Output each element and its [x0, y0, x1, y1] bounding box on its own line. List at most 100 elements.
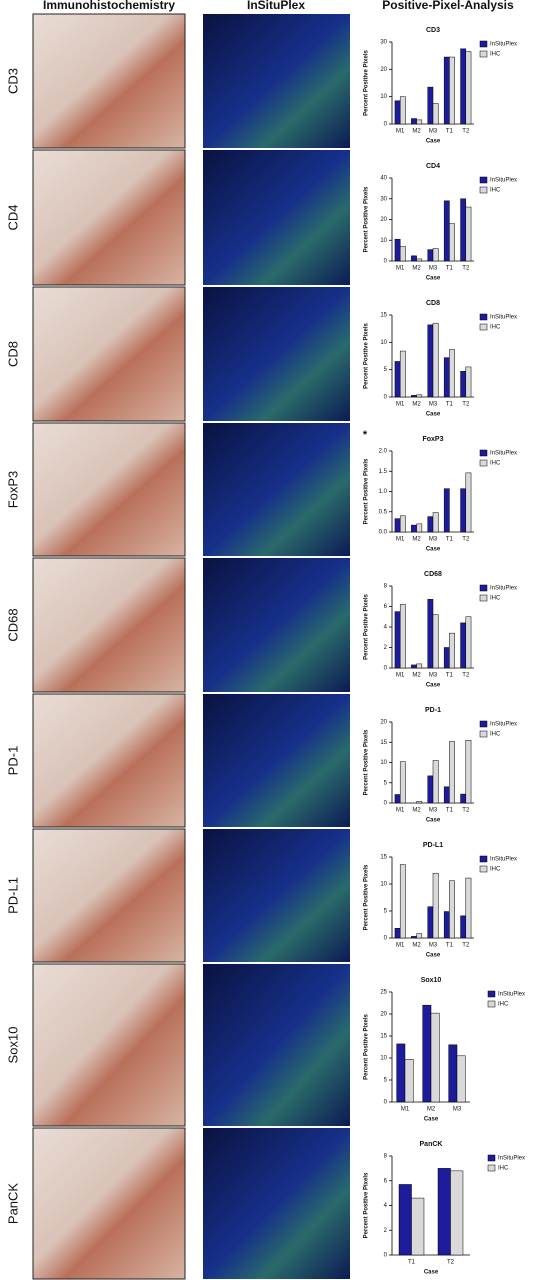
y-tick-label: 2.0	[379, 449, 388, 455]
x-tick-label: M1	[396, 129, 405, 135]
y-tick-label: 0	[384, 395, 388, 401]
y-tick-label: 20	[380, 67, 387, 73]
bar	[394, 928, 401, 939]
bar	[437, 1168, 451, 1256]
x-tick-label: M1	[396, 943, 405, 949]
y-axis-label: Percent Positive Pixels	[364, 864, 370, 930]
y-tick-label: 6	[384, 604, 388, 610]
legend-swatch	[487, 990, 496, 998]
y-axis-label: Percent Positive Pixels	[364, 322, 370, 388]
x-axis-label: Case	[426, 276, 441, 282]
x-tick-label: M3	[429, 943, 438, 949]
bar	[465, 472, 472, 533]
legend-label: InSituPlex	[490, 315, 517, 321]
bar	[399, 96, 406, 125]
x-tick-label: T2	[462, 129, 470, 135]
insituplex-image	[203, 1128, 350, 1279]
bar	[411, 118, 417, 125]
ihc-image	[32, 693, 186, 828]
x-tick-label: T2	[462, 402, 470, 408]
x-tick-label: T2	[462, 943, 470, 949]
legend-swatch	[487, 1164, 496, 1172]
chart-title: PanCK	[420, 1141, 443, 1148]
y-tick-label: 20	[380, 720, 387, 726]
y-tick-label: 15	[380, 855, 387, 861]
y-tick-label: 15	[380, 740, 387, 746]
x-tick-label: M2	[427, 1107, 436, 1113]
x-axis-label: Case	[424, 1270, 439, 1276]
legend-label: IHC	[490, 52, 501, 58]
bar	[449, 741, 455, 804]
ihc-image	[32, 557, 186, 693]
x-tick-label: M3	[453, 1107, 462, 1113]
legend-label: InSituPlex	[490, 451, 517, 457]
bar	[432, 614, 439, 669]
chart-title: CD4	[426, 163, 440, 170]
y-tick-label: 25	[380, 990, 387, 996]
bar	[450, 1170, 464, 1256]
x-tick-label: M2	[412, 402, 421, 408]
y-axis-label: Percent Positive Pixels	[364, 729, 370, 795]
x-axis-label: Case	[426, 818, 441, 824]
insituplex-image	[203, 694, 350, 827]
x-axis-label: Case	[426, 683, 441, 689]
bar	[432, 322, 439, 398]
bar	[427, 516, 434, 533]
y-tick-label: 8	[384, 1154, 388, 1160]
y-tick-label: 2	[384, 1228, 388, 1234]
bar	[449, 632, 455, 669]
legend-label: IHC	[490, 188, 501, 194]
bar	[427, 324, 434, 398]
bar	[427, 599, 434, 669]
bar	[443, 357, 450, 398]
bar	[411, 395, 417, 398]
y-axis-label: Percent Positive Pixels	[364, 186, 370, 252]
bar	[430, 1012, 440, 1103]
legend-swatch	[479, 594, 488, 602]
x-tick-label: T1	[446, 129, 454, 135]
y-tick-label: 4	[384, 625, 388, 631]
ihc-image	[32, 13, 186, 149]
x-tick-label: T1	[408, 1260, 416, 1266]
legend-label: InSituPlex	[490, 42, 517, 48]
x-tick-label: M1	[396, 537, 405, 543]
bar	[449, 880, 455, 939]
bar	[416, 933, 423, 939]
x-tick-label: M3	[429, 673, 438, 679]
bar	[465, 366, 472, 398]
legend-swatch	[479, 40, 488, 48]
x-tick-label: M3	[429, 402, 438, 408]
x-tick-label: M3	[429, 808, 438, 814]
x-tick-label: T1	[446, 673, 454, 679]
legend-swatch	[479, 50, 488, 58]
y-tick-label: 0	[384, 259, 388, 265]
row-label: CD68	[5, 608, 20, 641]
y-tick-label: 30	[380, 40, 387, 46]
legend-swatch	[479, 459, 488, 467]
bar	[399, 350, 406, 398]
bar	[416, 258, 423, 262]
bar	[443, 786, 450, 804]
legend-swatch	[487, 1154, 496, 1162]
legend-label: IHC	[490, 461, 501, 467]
row-label: PanCK	[5, 1183, 20, 1225]
bar	[449, 349, 455, 398]
bar	[411, 524, 417, 533]
bar	[411, 255, 417, 262]
insituplex-image	[203, 964, 350, 1126]
legend-swatch	[479, 313, 488, 321]
legend-swatch	[479, 720, 488, 728]
legend-swatch	[479, 176, 488, 184]
bar	[432, 248, 439, 262]
y-tick-label: 0.0	[379, 530, 388, 536]
y-tick-label: 1.5	[379, 469, 388, 475]
chart-title: CD68	[424, 571, 442, 578]
insituplex-image	[203, 287, 350, 421]
bar	[427, 775, 434, 804]
bar	[465, 51, 472, 125]
bar	[432, 103, 439, 125]
bar	[416, 801, 423, 804]
y-axis-label: Percent Positive Pixels	[364, 1172, 370, 1238]
y-axis-label: Percent Positive Pixels	[364, 458, 370, 524]
row-label: FoxP3	[5, 471, 20, 509]
